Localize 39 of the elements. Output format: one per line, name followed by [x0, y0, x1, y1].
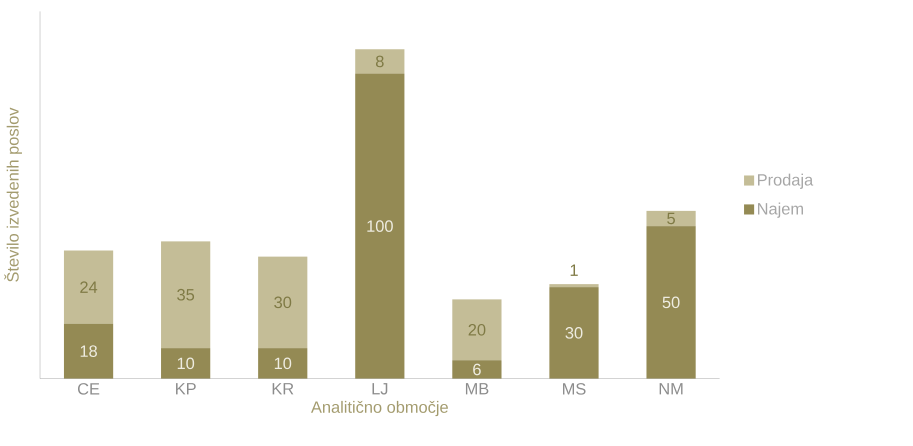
bar — [355, 74, 404, 379]
data-label: 30 — [566, 327, 582, 339]
data-label: 8 — [376, 56, 384, 68]
bar — [64, 324, 114, 379]
x-tick-label: NM — [660, 383, 682, 394]
bar — [646, 210, 696, 226]
data-label: 30 — [274, 296, 292, 308]
x-tick-label: KP — [176, 383, 196, 394]
bar — [355, 49, 404, 74]
data-label: 18 — [80, 345, 97, 358]
x-tick-label: MS — [563, 383, 586, 395]
y-axis-title: Število izvedenih poslov — [4, 108, 22, 282]
legend-label: Najem — [758, 202, 803, 218]
data-label: 6 — [473, 364, 481, 376]
x-tick-label: LJ — [372, 383, 388, 395]
x-tick-label: CE — [78, 383, 100, 395]
bar — [258, 348, 308, 379]
bar — [452, 360, 502, 379]
bar — [549, 284, 599, 288]
data-label: 10 — [274, 358, 292, 370]
data-label: 10 — [178, 358, 194, 370]
data-label: 1 — [570, 264, 578, 276]
data-label: 24 — [80, 281, 98, 293]
data-label: 50 — [662, 296, 680, 308]
bar — [452, 299, 502, 360]
data-label: 100 — [367, 220, 393, 232]
x-tick-label: MB — [466, 383, 488, 394]
bar — [646, 226, 696, 379]
bar — [161, 348, 210, 379]
x-tick-label: KR — [272, 383, 294, 394]
bar — [64, 250, 114, 324]
data-label: 20 — [468, 324, 486, 336]
data-label: 5 — [667, 212, 675, 224]
data-label: 35 — [177, 289, 194, 301]
bar — [258, 256, 308, 348]
bar — [161, 241, 210, 348]
legend-label: Prodaja — [758, 174, 814, 190]
bar — [549, 287, 599, 379]
x-axis-title: Analitično območje — [311, 400, 448, 416]
